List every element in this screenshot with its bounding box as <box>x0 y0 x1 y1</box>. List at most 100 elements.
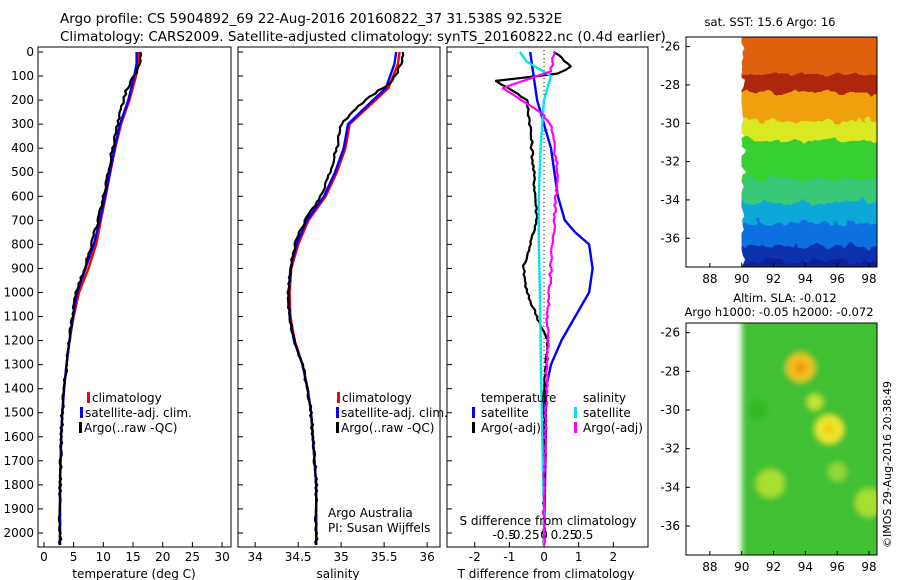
legend-label-satellite-clim: satellite-adj. clim. <box>85 406 192 420</box>
sla-anomaly <box>756 469 785 498</box>
sst-heatmap <box>741 37 877 267</box>
sla-anomaly <box>806 394 823 411</box>
temperature-axis-label: temperature (deg C) <box>72 567 195 580</box>
sla-anomaly <box>822 422 836 436</box>
series-salinity-argo-adj- <box>502 51 560 546</box>
figure-title-line-1: Argo profile: CS 5904892_69 22-Aug-2016 … <box>60 11 563 27</box>
sst-band <box>741 201 877 227</box>
s-tick-label: 0.25 <box>551 528 578 542</box>
sla-map-panel: Altim. SLA: -0.012 Argo h1000: -0.05 h20… <box>660 291 878 574</box>
x-tick-label: -2 <box>469 550 481 564</box>
difference-panel: -2 -1 0 1 2-0.5-0.25 0 0.250.5 T difference fr… <box>446 46 649 580</box>
x-tick-label: 0 <box>40 550 48 564</box>
x-tick-label: 10 <box>96 550 111 564</box>
map-lon-label: 90 <box>734 560 749 574</box>
sla-map-subtitle: Argo h1000: -0.05 h2000: -0.072 <box>684 305 873 319</box>
sst-band <box>741 222 877 250</box>
x-tick-label: 36 <box>419 550 434 564</box>
depth-tick-label: 1700 <box>3 454 34 468</box>
sst-band <box>741 140 877 183</box>
depth-tick-label: 600 <box>11 189 34 203</box>
x-tick-label: 2 <box>610 550 618 564</box>
depth-tick-label: 100 <box>11 69 34 83</box>
pi-label: PI: Susan Wijffels <box>328 521 430 535</box>
salinity-ticks: 34 34.5 35 35.5 36 <box>238 51 435 564</box>
legend-swatch-s-satellite <box>574 407 577 418</box>
salinity-panel: 34 34.5 35 35.5 36 salinity climatology sate… <box>237 46 448 580</box>
difference-profiles <box>494 51 594 546</box>
sst-map-panel: sat. SST: 15.6 Argo: 16 88 90 92 94 96 98 -26 -… <box>660 15 878 286</box>
depth-tick-label: 700 <box>11 213 34 227</box>
sla-heatmap <box>741 323 877 555</box>
map-lat-label: -28 <box>660 78 680 92</box>
legend-label-s-argo: Argo(-adj) <box>583 421 643 435</box>
depth-tick-label: 0 <box>26 45 34 59</box>
map-lon-label: 88 <box>702 272 717 286</box>
legend-label-satellite-clim: satellite-adj. clim. <box>341 406 448 420</box>
legend-label-climatology: climatology <box>92 391 162 405</box>
series-satellite-adj-clim- <box>58 52 138 545</box>
depth-tick-label: 1100 <box>3 310 34 324</box>
temperature-ticks: 0 5 10 15 20 25 300100200300400500600700800900… <box>3 45 229 564</box>
x-tick-label: 0 <box>540 550 548 564</box>
sst-band <box>741 92 877 126</box>
salinity-legend: climatology satellite-adj. clim. Argo(..… <box>336 391 448 435</box>
imos-credit: ©IMOS 29-Aug-2016 20:38:49 <box>881 381 894 548</box>
x-tick-label: 35 <box>334 550 349 564</box>
depth-tick-label: 2000 <box>3 526 34 540</box>
legend-swatch-climatology <box>337 392 340 403</box>
depth-tick-label: 1400 <box>3 382 34 396</box>
legend-label-argo: Argo(..raw -QC) <box>84 421 177 435</box>
map-lat-label: -30 <box>660 403 680 417</box>
salinity-profiles <box>286 51 405 546</box>
legend-heading-salinity: salinity <box>583 391 626 405</box>
legend-heading-temperature: temperature <box>481 391 556 405</box>
x-tick-label: 15 <box>125 550 140 564</box>
sla-anomaly <box>854 488 877 518</box>
depth-tick-label: 1200 <box>3 334 34 348</box>
map-lon-label: 98 <box>861 272 876 286</box>
depth-tick-label: 400 <box>11 141 34 155</box>
salinity-plot-frame <box>237 46 441 548</box>
x-tick-label: 1 <box>575 550 583 564</box>
x-tick-label: 30 <box>214 550 229 564</box>
map-lat-label: -30 <box>660 116 680 130</box>
difference-legend: temperature salinity satellite Argo(-adj… <box>472 391 643 435</box>
temperature-profiles <box>57 51 143 546</box>
sst-map-title: sat. SST: 15.6 Argo: 16 <box>705 15 836 29</box>
x-tick-label: 20 <box>155 550 170 564</box>
legend-swatch-argo <box>79 422 82 433</box>
t-difference-axis-label: T difference from climatology <box>457 567 635 580</box>
s-tick-label: 0.5 <box>574 528 593 542</box>
depth-tick-label: 500 <box>11 165 34 179</box>
legend-label-climatology: climatology <box>342 391 412 405</box>
depth-tick-label: 1800 <box>3 478 34 492</box>
depth-tick-label: 1000 <box>3 285 34 299</box>
depth-tick-label: 1600 <box>3 430 34 444</box>
sla-anomaly <box>795 361 807 374</box>
difference-plot-frame <box>446 46 649 548</box>
difference-ticks: -2 -1 0 1 2-0.5-0.25 0 0.250.5 <box>447 51 618 564</box>
map-lon-label: 96 <box>830 272 845 286</box>
sla-map-frame <box>685 322 878 556</box>
map-lat-label: -28 <box>660 364 680 378</box>
legend-swatch-s-argo <box>574 422 577 433</box>
temperature-panel: 0 5 10 15 20 25 300100200300400500600700800900… <box>3 45 232 580</box>
depth-tick-label: 200 <box>11 93 34 107</box>
map-lon-label: 94 <box>798 560 813 574</box>
map-lon-label: 98 <box>861 560 876 574</box>
sla-background <box>741 323 877 555</box>
map-lat-label: -26 <box>660 40 680 54</box>
sst-band <box>741 73 877 97</box>
map-lat-label: -34 <box>660 193 680 207</box>
map-lat-label: -36 <box>660 231 680 245</box>
map-lat-label: -26 <box>660 326 680 340</box>
sst-band <box>741 121 877 145</box>
series-argo-raw-qc- <box>57 51 143 546</box>
sst-map-frame <box>685 36 878 268</box>
depth-tick-label: 1300 <box>3 358 34 372</box>
legend-swatch-t-argo <box>472 422 475 433</box>
map-lon-label: 92 <box>766 560 781 574</box>
depth-tick-label: 1900 <box>3 502 34 516</box>
